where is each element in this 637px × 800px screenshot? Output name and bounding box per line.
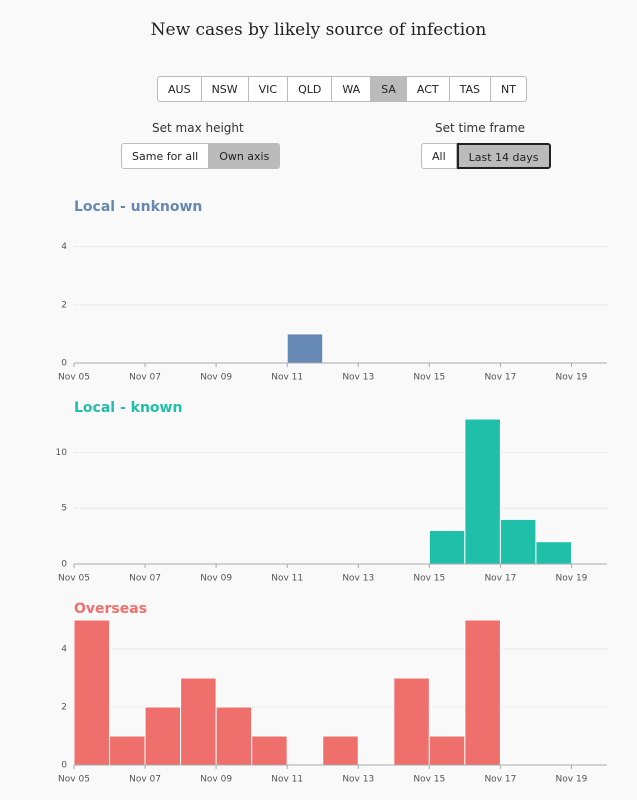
time-frame-label: Set time frame: [435, 121, 526, 135]
bar: [464, 619, 501, 766]
y-tick-label: 4: [61, 242, 67, 252]
bar: [428, 735, 466, 766]
y-tick-label: 0: [61, 359, 67, 369]
page-title: New cases by likely source of infection: [150, 20, 487, 40]
state-buttons: AUS NSW VIC QLD WA SA ACT TAS NT: [157, 76, 527, 102]
x-tick-label: Nov 09: [200, 373, 232, 383]
x-tick-label: Nov 15: [413, 574, 445, 584]
button[interactable]: Last 14 days: [456, 143, 551, 169]
button[interactable]: AUS: [157, 76, 202, 102]
x-tick-label: Nov 09: [200, 775, 232, 785]
chart-title: Local - known: [74, 400, 182, 416]
x-tick-label: Nov 11: [271, 373, 303, 383]
x-tick-label: Nov 19: [556, 373, 588, 383]
x-tick-label: Nov 17: [484, 373, 516, 383]
y-tick-label: 2: [61, 703, 67, 713]
y-tick-label: 5: [61, 504, 67, 514]
x-tick-label: Nov 09: [200, 574, 232, 584]
button[interactable]: QLD: [288, 76, 333, 102]
bar: [322, 735, 359, 766]
x-tick-label: Nov 11: [271, 574, 303, 584]
x-tick-label: Nov 15: [413, 775, 445, 785]
button[interactable]: Same for all: [121, 143, 210, 169]
max-height-label: Set max height: [152, 121, 244, 135]
x-tick-label: Nov 19: [556, 775, 588, 785]
bar: [286, 333, 324, 364]
chart-title: Local - unknown: [74, 199, 202, 215]
bar: [535, 541, 572, 565]
time-frame-buttons: All Last 14 days: [421, 143, 551, 169]
button[interactable]: TAS: [449, 76, 492, 102]
bar: [428, 530, 466, 565]
x-tick-label: Nov 13: [342, 775, 374, 785]
button[interactable]: WA: [332, 76, 372, 102]
x-tick-label: Nov 07: [129, 373, 161, 383]
x-tick-label: Nov 05: [58, 574, 90, 584]
bar: [464, 418, 501, 565]
x-tick-label: Nov 13: [342, 373, 374, 383]
x-tick-label: Nov 17: [484, 574, 516, 584]
x-tick-label: Nov 05: [58, 373, 90, 383]
button[interactable]: VIC: [248, 76, 289, 102]
y-tick-label: 0: [61, 761, 67, 771]
button[interactable]: SA: [371, 76, 407, 102]
bar: [144, 706, 182, 766]
bar: [73, 619, 111, 766]
button[interactable]: ACT: [406, 76, 450, 102]
chart-title: Overseas: [74, 601, 147, 617]
y-tick-label: 10: [56, 448, 68, 458]
bar: [393, 677, 430, 766]
y-tick-label: 0: [61, 560, 67, 570]
bar: [215, 706, 253, 766]
max-height-buttons: Same for all Own axis: [121, 143, 281, 169]
x-tick-label: Nov 05: [58, 775, 90, 785]
x-tick-label: Nov 07: [129, 574, 161, 584]
x-tick-label: Nov 07: [129, 775, 161, 785]
button[interactable]: All: [421, 143, 457, 169]
y-tick-label: 4: [61, 645, 67, 655]
button[interactable]: Own axis: [209, 143, 281, 169]
button[interactable]: NSW: [201, 76, 249, 102]
bar: [109, 735, 146, 766]
bar: [251, 735, 288, 766]
x-tick-label: Nov 11: [271, 775, 303, 785]
y-tick-label: 2: [61, 300, 67, 310]
bar: [180, 677, 217, 766]
button[interactable]: NT: [491, 76, 527, 102]
x-tick-label: Nov 17: [484, 775, 516, 785]
bar: [499, 518, 537, 565]
x-tick-label: Nov 19: [556, 574, 588, 584]
x-tick-label: Nov 13: [342, 574, 374, 584]
x-tick-label: Nov 15: [413, 373, 445, 383]
